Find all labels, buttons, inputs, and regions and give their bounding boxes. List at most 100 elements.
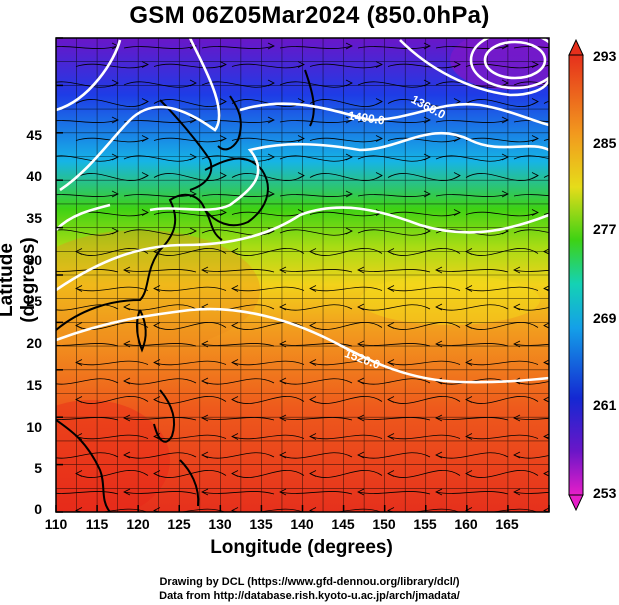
streamline — [153, 137, 227, 143]
streamline — [231, 322, 305, 330]
streamline-arrow — [465, 470, 473, 477]
streamline-arrow — [423, 116, 431, 124]
streamline — [279, 229, 353, 236]
streamline-arrow — [387, 396, 395, 403]
streamline-arrow — [267, 190, 275, 198]
streamline-arrow — [435, 340, 443, 348]
streamline-arrow — [231, 359, 239, 366]
streamline-arrow — [435, 303, 443, 311]
streamline — [465, 470, 539, 478]
streamline — [387, 63, 461, 69]
wind-streamlines — [46, 42, 586, 512]
streamline-arrow — [465, 322, 473, 329]
streamline-arrow — [513, 414, 521, 422]
streamline — [465, 99, 539, 107]
streamline-arrow — [75, 396, 83, 403]
streamline-arrow — [387, 285, 395, 292]
streamline — [231, 508, 304, 512]
streamline-arrow — [123, 266, 131, 274]
streamline-arrow — [201, 340, 209, 348]
streamline — [465, 434, 539, 440]
streamline — [309, 470, 383, 478]
streamline — [357, 81, 431, 88]
streamline — [75, 434, 149, 440]
x-tick-label: 150 — [372, 516, 396, 532]
streamline-arrow — [123, 377, 131, 385]
streamline — [279, 119, 353, 123]
streamline-arrow — [231, 322, 239, 329]
streamline — [435, 452, 509, 459]
streamline-arrow — [387, 433, 395, 440]
streamline — [543, 510, 549, 512]
y-axis-label: Latitude (degrees) — [0, 237, 39, 323]
streamline — [357, 343, 431, 347]
x-tick-label: 160 — [454, 516, 478, 532]
streamline-arrow — [46, 489, 52, 495]
x-tick-marks — [55, 505, 550, 512]
streamline — [279, 491, 353, 495]
streamline — [56, 119, 119, 123]
streamline — [387, 434, 461, 440]
streamline — [279, 343, 353, 347]
streamline — [56, 269, 119, 273]
streamline — [387, 508, 460, 512]
y-tick-label: 5 — [34, 460, 42, 476]
y-tick-label: 20 — [26, 335, 42, 351]
streamline — [435, 193, 509, 197]
streamline-arrow — [543, 322, 549, 329]
streamline-arrow — [580, 43, 586, 49]
streamline-arrow — [75, 507, 83, 512]
y-tick-label: 35 — [26, 210, 42, 226]
streamline-arrow — [297, 135, 305, 142]
streamline — [123, 343, 197, 347]
streamline — [357, 304, 431, 311]
height-contours — [56, 38, 549, 384]
streamline-arrow — [357, 340, 365, 348]
streamline — [153, 248, 227, 256]
streamline-arrow — [111, 190, 119, 198]
streamline-arrow — [153, 507, 161, 512]
streamline — [153, 360, 227, 366]
colorbar-label: 293 — [593, 48, 617, 64]
streamline-arrow — [141, 61, 149, 68]
streamline — [513, 454, 549, 459]
streamline-arrow — [279, 303, 287, 311]
streamline — [201, 229, 275, 236]
x-tick-label: 125 — [167, 516, 191, 532]
streamline — [153, 211, 227, 217]
streamline — [357, 378, 431, 385]
streamline-arrow — [345, 42, 353, 50]
streamline — [387, 286, 461, 292]
streamline — [231, 173, 305, 181]
map-title: GSM 06Z05Mar2024 (850.0hPa) — [129, 2, 490, 29]
streamline-arrow — [111, 79, 119, 87]
streamline — [513, 46, 549, 49]
streamline — [153, 63, 227, 69]
streamline — [75, 63, 149, 69]
streamline — [309, 137, 383, 143]
streamline-arrow — [201, 266, 209, 274]
streamline-arrow — [309, 322, 317, 329]
streamline — [435, 417, 509, 421]
streamline-arrow — [267, 227, 275, 235]
streamline-arrow — [357, 414, 365, 422]
x-tick-label: 165 — [495, 516, 519, 532]
streamline — [56, 452, 119, 459]
streamline-arrow — [231, 285, 239, 292]
streamline-arrow — [513, 340, 521, 348]
streamline — [309, 173, 383, 181]
streamline — [387, 470, 461, 478]
streamline-arrow — [297, 172, 305, 179]
streamline — [56, 229, 119, 236]
streamline-arrow — [201, 488, 209, 496]
streamline-arrow — [501, 190, 509, 198]
streamline — [309, 211, 383, 217]
streamline-arrow — [141, 209, 149, 216]
streamline — [153, 173, 227, 181]
streamline-arrow — [345, 190, 353, 198]
streamline-arrow — [453, 135, 461, 142]
streamline-arrow — [153, 322, 161, 329]
streamline — [123, 229, 197, 236]
streamline-arrow — [387, 507, 395, 512]
